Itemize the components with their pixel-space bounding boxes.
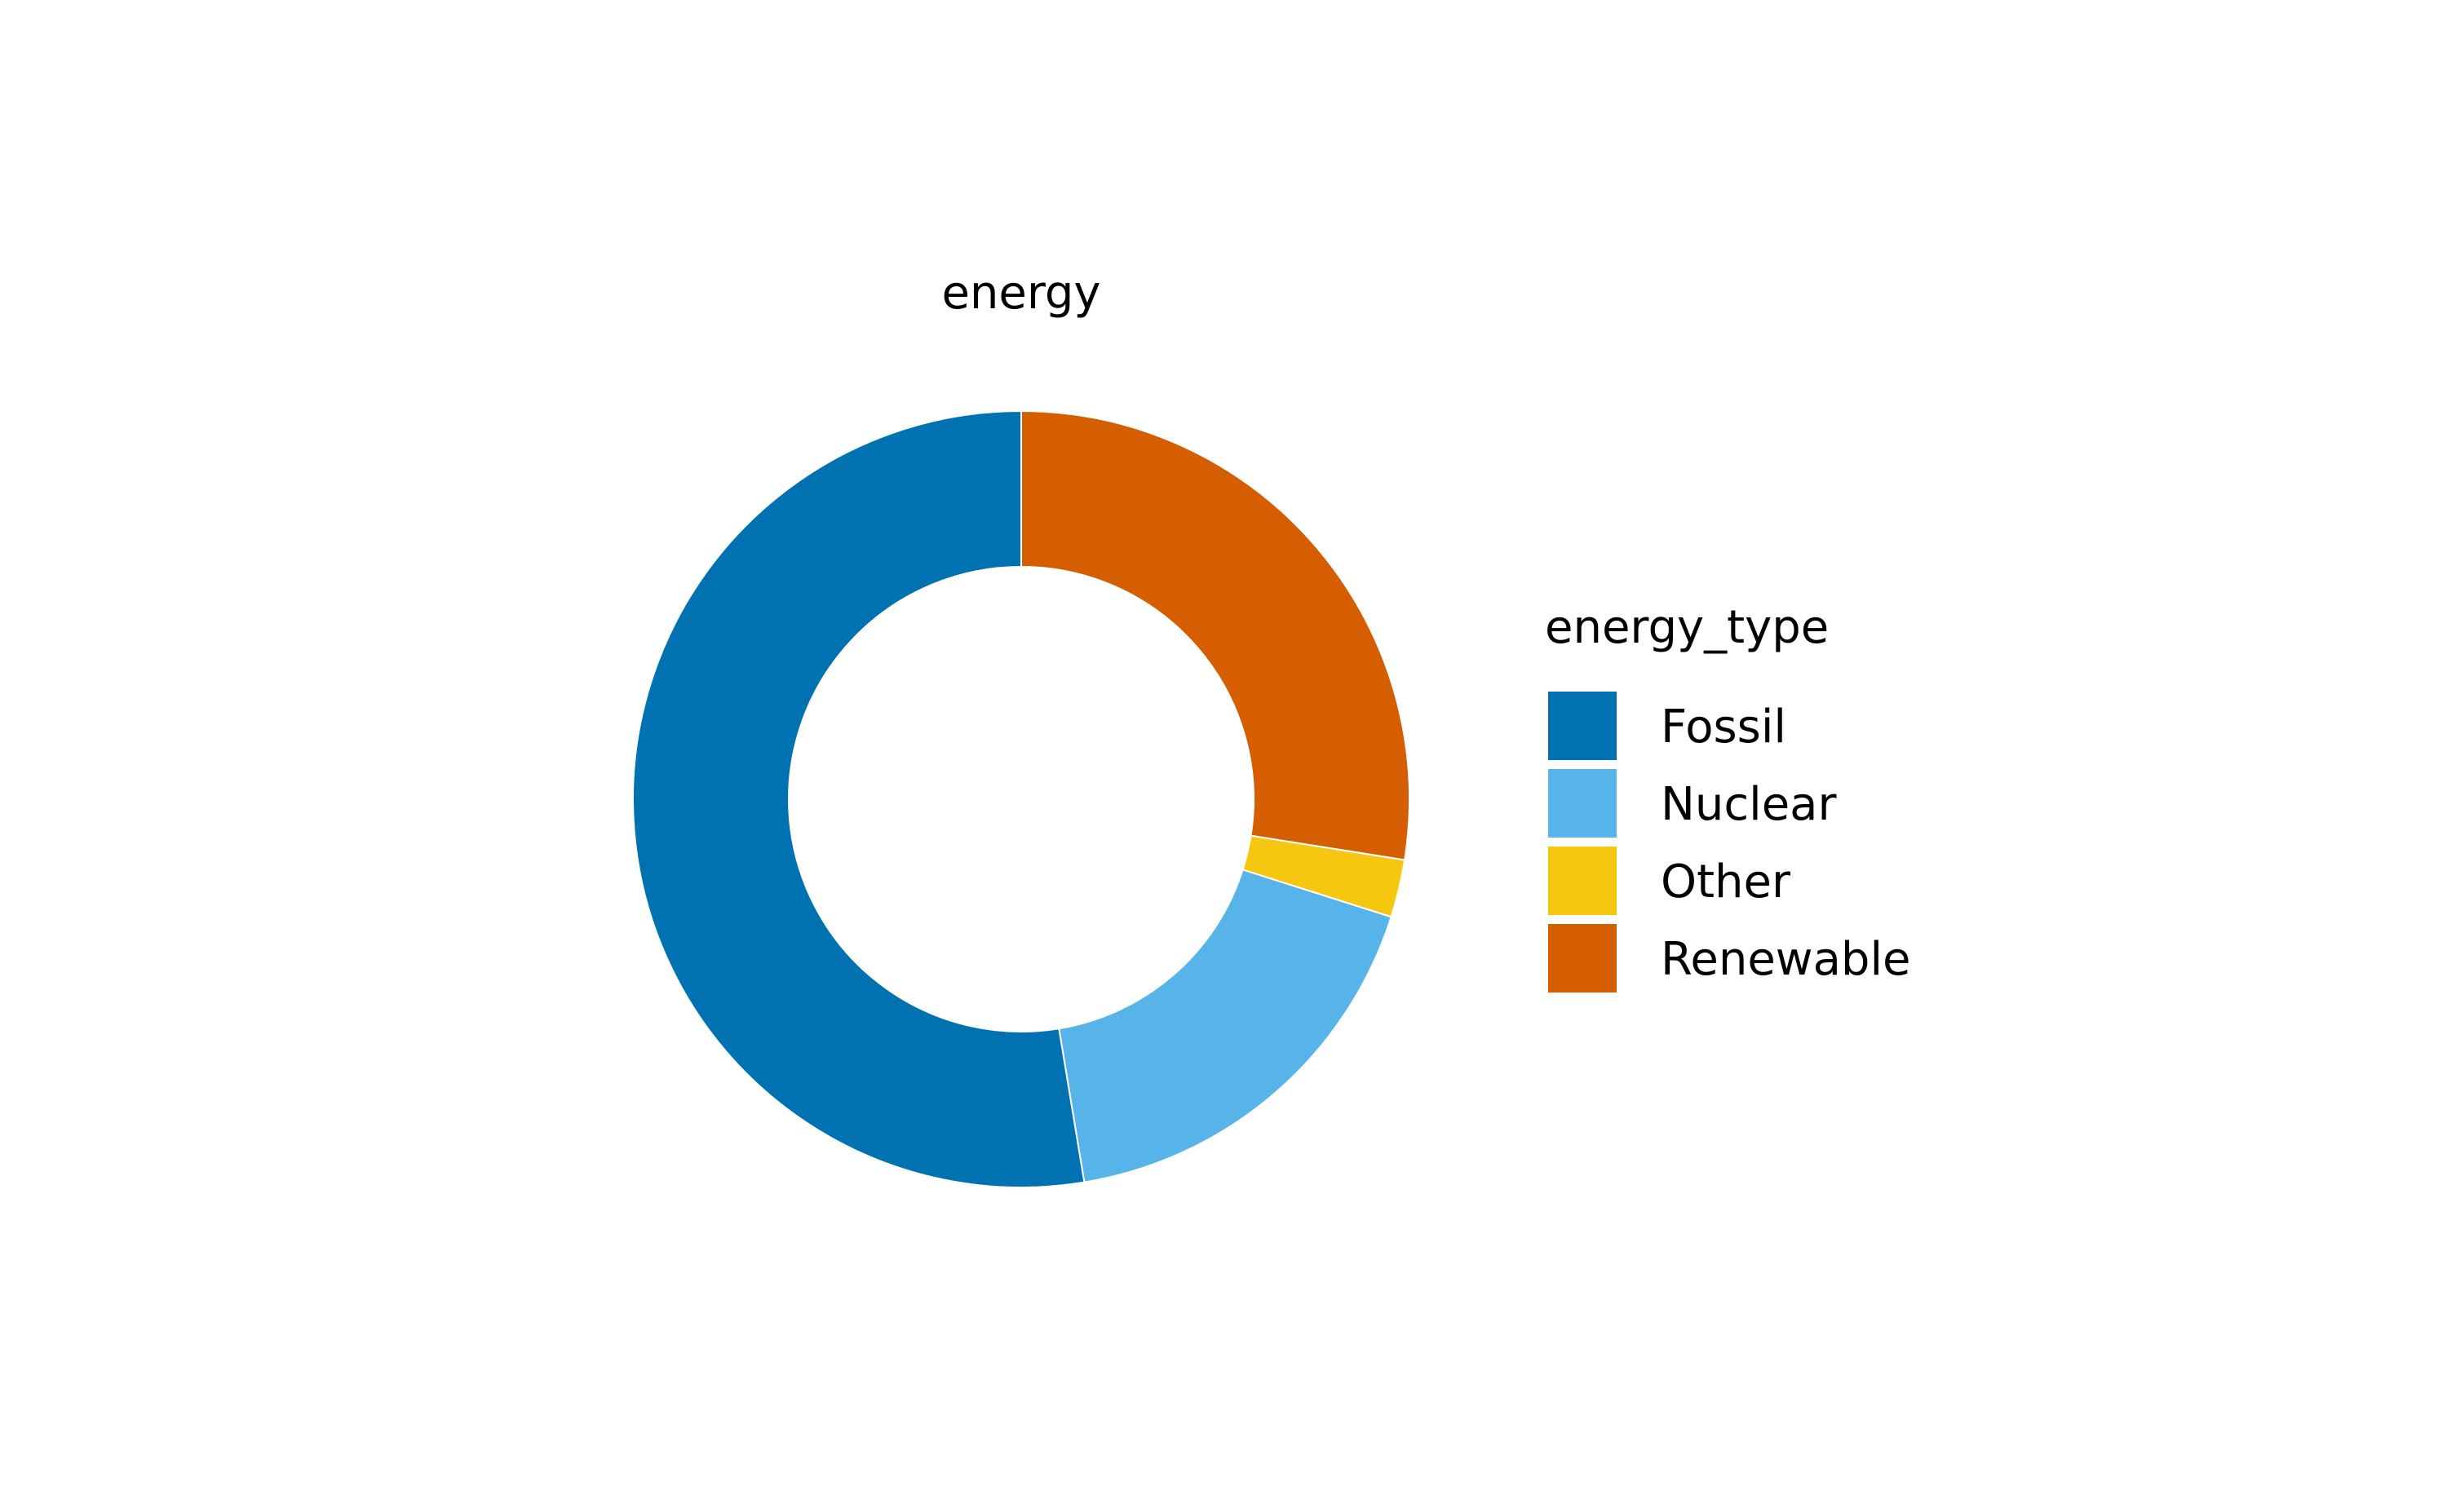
slice-fossil <box>632 409 1086 1188</box>
legend-label-nuclear: Nuclear <box>1661 778 1838 831</box>
legend-swatch-nuclear <box>1548 769 1617 838</box>
legend-label-other: Other <box>1661 855 1791 909</box>
legend-label-renewable: Renewable <box>1661 933 1910 986</box>
legend-swatch-other <box>1548 847 1617 915</box>
legend-title: energy_type <box>1545 601 1829 654</box>
legend-item-fossil: Fossil <box>1548 692 1786 760</box>
legend-item-renewable: Renewable <box>1548 924 1910 993</box>
legend-item-other: Other <box>1548 847 1791 915</box>
chart-title: energy <box>941 267 1100 320</box>
legend-label-fossil: Fossil <box>1661 701 1786 754</box>
legend-swatch-fossil <box>1548 692 1617 760</box>
slice-renewable <box>1020 409 1410 861</box>
legend: energy_type Fossil Nuclear Other Renewable <box>1545 601 1910 993</box>
slice-nuclear <box>1058 869 1392 1183</box>
donut-slices <box>632 409 1410 1188</box>
legend-swatch-renewable <box>1548 924 1617 993</box>
legend-item-nuclear: Nuclear <box>1548 769 1838 838</box>
